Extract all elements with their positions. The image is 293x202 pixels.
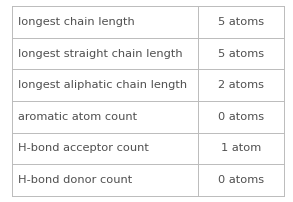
Text: longest aliphatic chain length: longest aliphatic chain length bbox=[18, 80, 187, 90]
Text: H-bond donor count: H-bond donor count bbox=[18, 175, 132, 185]
Text: 2 atoms: 2 atoms bbox=[218, 80, 264, 90]
Text: H-bond acceptor count: H-bond acceptor count bbox=[18, 143, 149, 154]
Text: aromatic atom count: aromatic atom count bbox=[18, 112, 137, 122]
Text: 0 atoms: 0 atoms bbox=[218, 175, 264, 185]
Text: longest chain length: longest chain length bbox=[18, 17, 134, 27]
Text: longest straight chain length: longest straight chain length bbox=[18, 48, 182, 59]
Text: 0 atoms: 0 atoms bbox=[218, 112, 264, 122]
Text: 5 atoms: 5 atoms bbox=[218, 48, 264, 59]
Text: 5 atoms: 5 atoms bbox=[218, 17, 264, 27]
Text: 1 atom: 1 atom bbox=[221, 143, 261, 154]
